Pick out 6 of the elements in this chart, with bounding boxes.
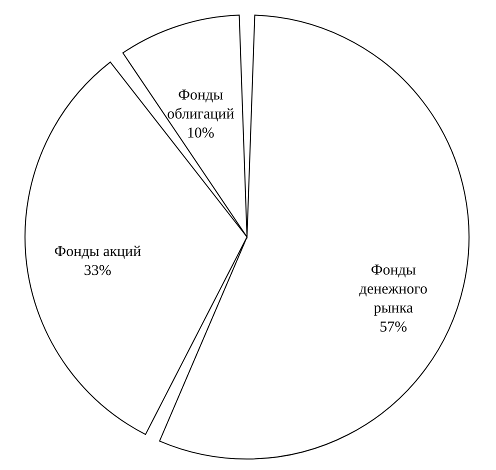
slice-label: Фонды денежного рынка xyxy=(359,262,428,317)
data-label: 10% xyxy=(186,125,214,142)
data-label: 33% xyxy=(84,263,112,280)
slice-label: Фонды облигаций xyxy=(167,87,234,122)
data-label: 57% xyxy=(380,320,408,336)
slice-label: Фонды акций xyxy=(54,244,142,260)
